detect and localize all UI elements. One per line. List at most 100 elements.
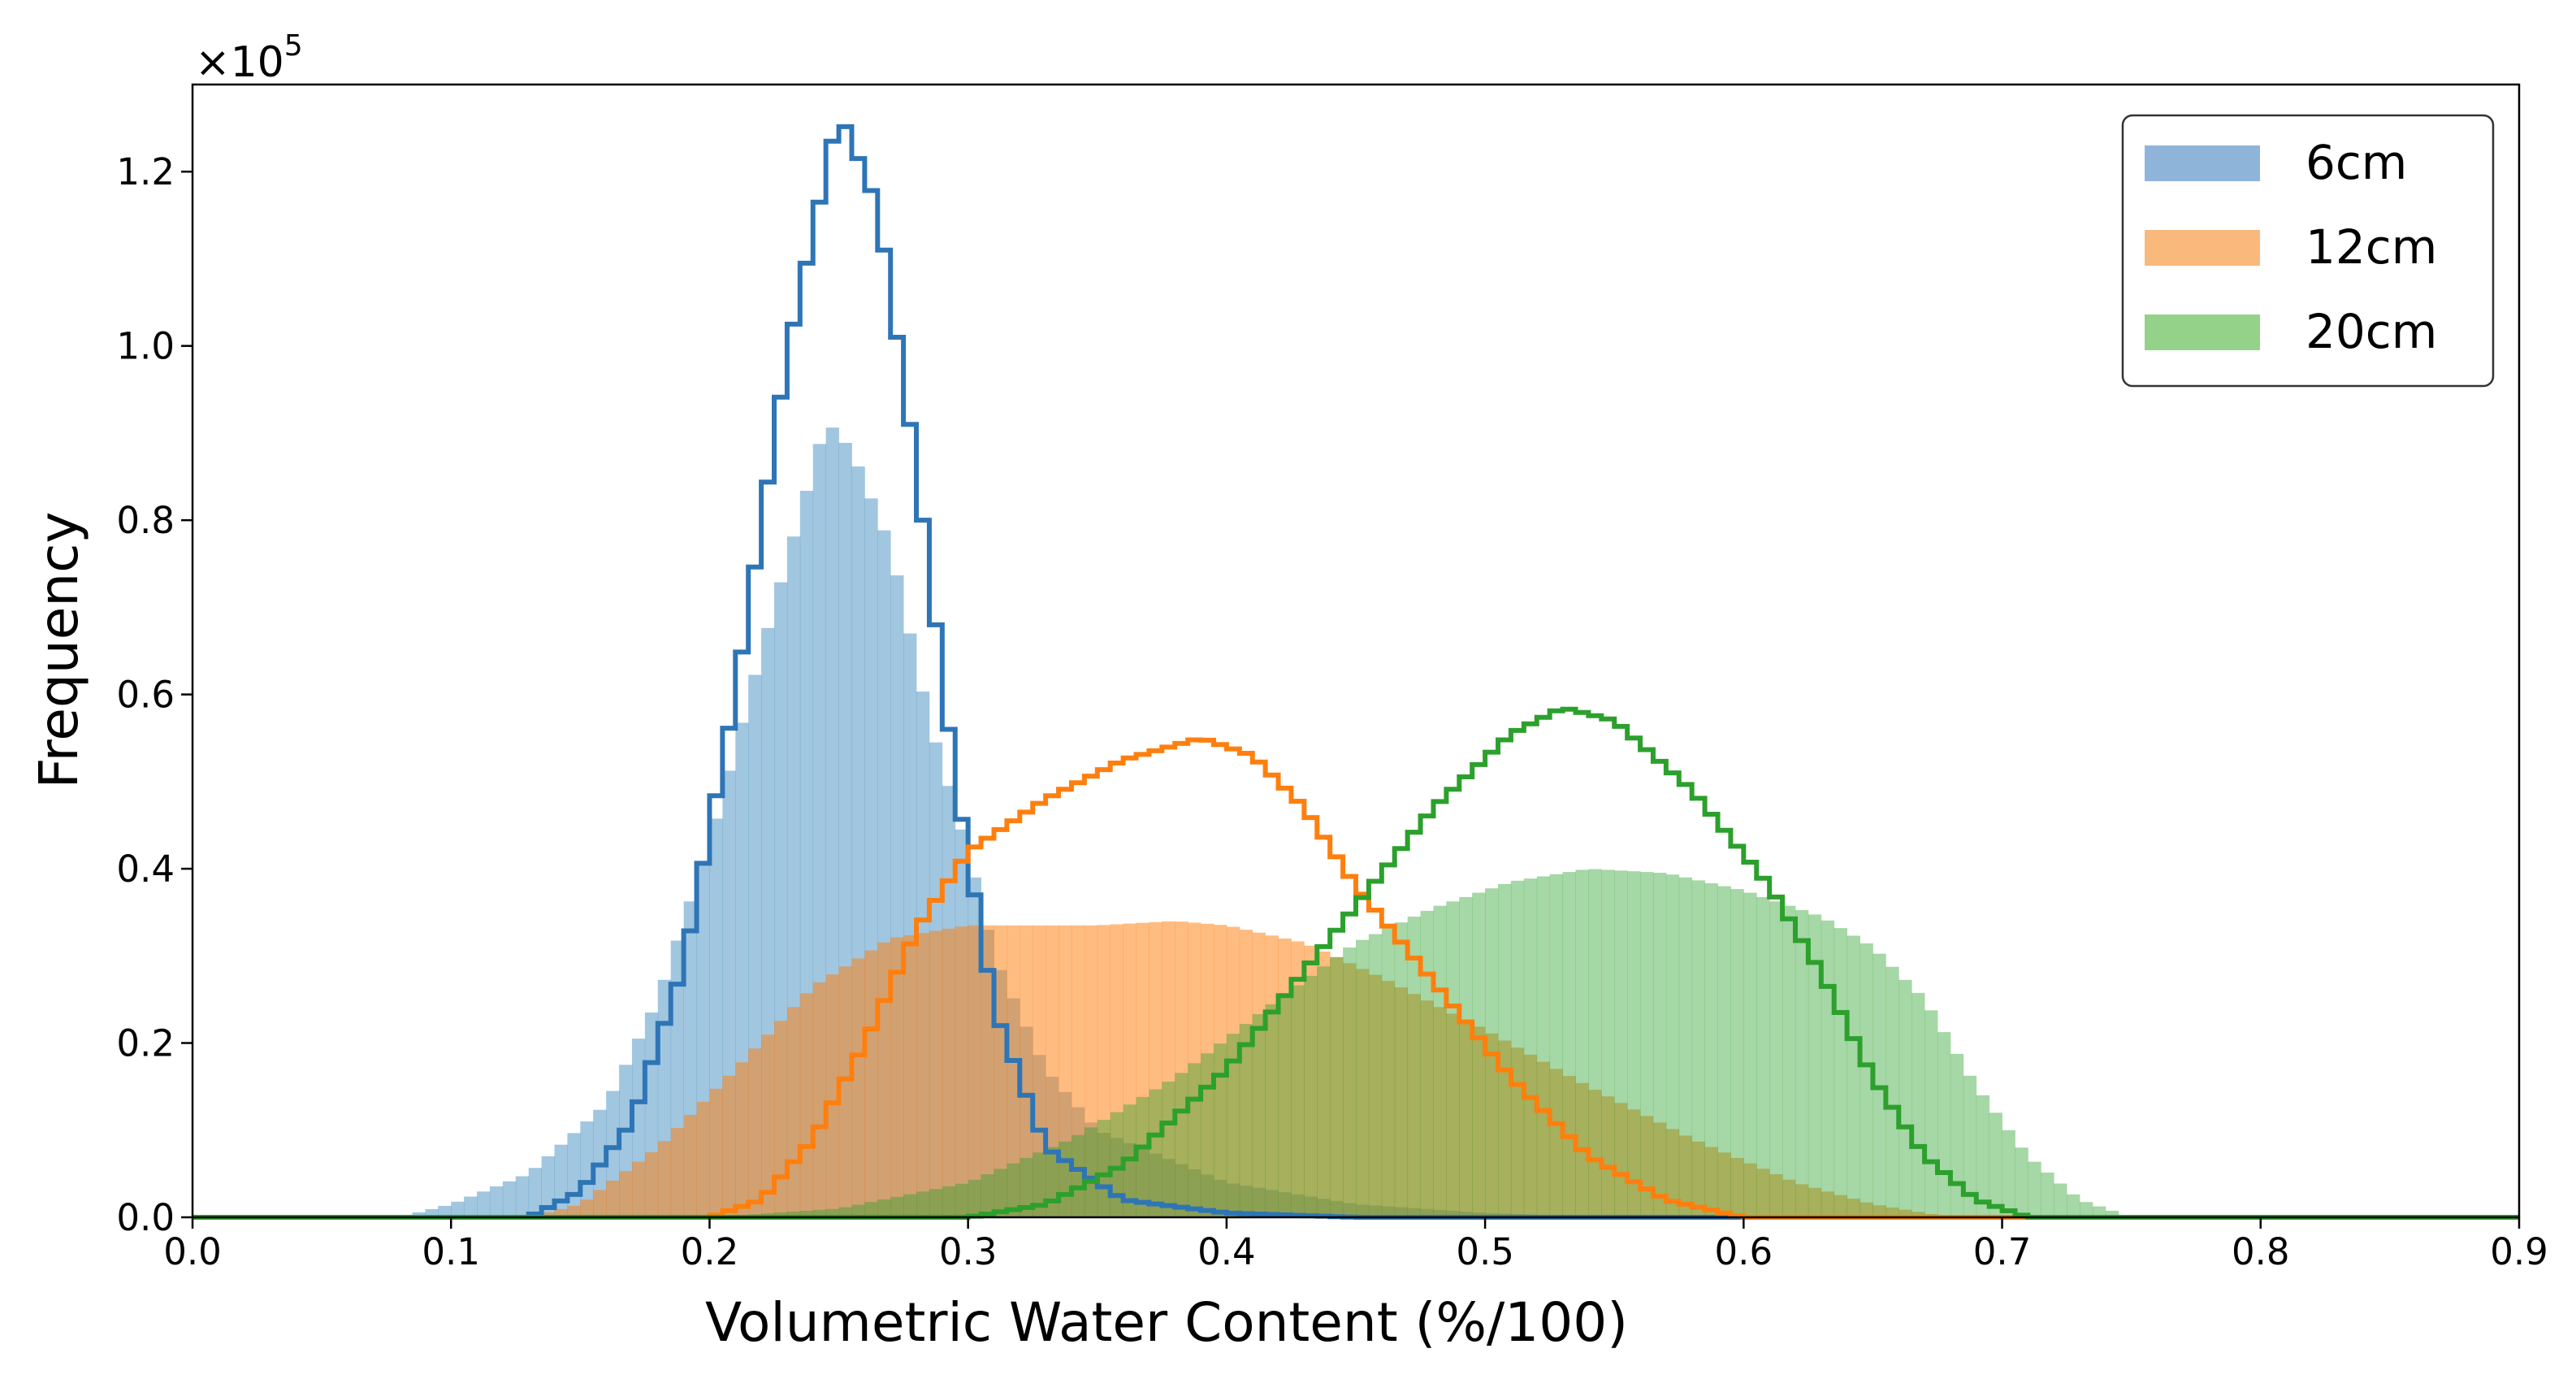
bar-20cm <box>1213 1043 1227 1217</box>
bar-20cm <box>1291 985 1305 1217</box>
bar-20cm <box>2092 1206 2106 1217</box>
y-scale-label: ×105 <box>195 29 303 87</box>
bar-6cm <box>425 1208 439 1217</box>
bar-6cm <box>438 1205 452 1217</box>
legend: 6cm 12cm 20cm <box>2121 114 2495 388</box>
bar-20cm <box>1433 905 1447 1217</box>
bar-12cm <box>722 1075 736 1217</box>
bar-6cm <box>464 1196 478 1217</box>
bar-12cm <box>1136 922 1149 1217</box>
bar-20cm <box>916 1191 930 1217</box>
bar-12cm <box>1808 1187 1822 1217</box>
bar-12cm <box>1110 924 1123 1217</box>
bar-12cm <box>851 958 865 1217</box>
bar-20cm <box>1188 1063 1201 1217</box>
bar-12cm <box>761 1034 775 1217</box>
bar-20cm <box>1239 1024 1253 1217</box>
bar-12cm <box>1588 1090 1602 1217</box>
bar-6cm <box>451 1201 465 1217</box>
bar-20cm <box>1343 948 1357 1217</box>
bar-20cm <box>1911 992 1925 1217</box>
bar-12cm <box>825 974 839 1217</box>
bar-20cm <box>1795 910 1809 1217</box>
bar-12cm <box>1278 938 1292 1217</box>
y-tick-label: 0.0 <box>116 1196 175 1239</box>
bar-20cm <box>1330 956 1344 1217</box>
bar-20cm <box>968 1179 981 1217</box>
legend-swatch-6cm <box>2145 145 2260 181</box>
bar-12cm <box>1368 974 1383 1217</box>
bar-12cm <box>903 935 917 1217</box>
bar-12cm <box>1601 1096 1615 1217</box>
bar-12cm <box>968 925 981 1217</box>
bar-12cm <box>1239 930 1253 1217</box>
bar-20cm <box>1769 901 1783 1217</box>
bar-20cm <box>1201 1053 1214 1217</box>
bar-12cm <box>1562 1076 1576 1217</box>
bar-12cm <box>916 933 930 1217</box>
bar-20cm <box>1652 872 1667 1217</box>
bar-12cm <box>1652 1122 1667 1217</box>
bar-6cm <box>580 1121 594 1217</box>
bar-20cm <box>2002 1130 2015 1217</box>
legend-swatch-12cm <box>2145 230 2260 266</box>
y-tick-label: 0.4 <box>116 848 175 891</box>
x-tick-label: 0.8 <box>2232 1230 2290 1273</box>
x-tick-label: 0.1 <box>422 1230 480 1273</box>
x-tick-label: 0.0 <box>163 1230 222 1273</box>
bar-20cm <box>2080 1202 2093 1217</box>
bar-20cm <box>838 1207 852 1217</box>
x-tick-label: 0.3 <box>939 1230 998 1273</box>
bar-12cm <box>1678 1135 1693 1217</box>
bar-12cm <box>657 1141 672 1217</box>
bar-12cm <box>1536 1061 1551 1217</box>
filled-histograms <box>399 427 2132 1217</box>
bar-12cm <box>864 950 878 1217</box>
bar-6cm <box>477 1191 491 1217</box>
bar-20cm <box>799 1210 814 1217</box>
bar-20cm <box>2054 1183 2067 1217</box>
bar-20cm <box>1498 883 1512 1217</box>
bar-12cm <box>1356 969 1370 1217</box>
bar-20cm <box>1808 914 1822 1217</box>
bar-20cm <box>1278 995 1292 1217</box>
bar-20cm <box>1459 896 1473 1217</box>
bar-20cm <box>1562 872 1576 1217</box>
bar-12cm <box>1149 921 1162 1217</box>
bar-6cm <box>412 1212 426 1217</box>
bar-20cm <box>1937 1032 1951 1217</box>
bar-20cm <box>1627 871 1641 1217</box>
plot-area <box>191 83 2521 1220</box>
bar-20cm <box>1640 872 1654 1217</box>
bar-12cm <box>1459 1020 1473 1217</box>
bar-12cm <box>1252 932 1266 1217</box>
bar-6cm <box>528 1168 542 1217</box>
bar-12cm <box>1188 922 1201 1217</box>
bar-12cm <box>1201 923 1214 1217</box>
bar-6cm <box>489 1186 504 1217</box>
bar-12cm <box>567 1205 581 1217</box>
bar-12cm <box>1381 981 1396 1217</box>
bar-12cm <box>1213 925 1227 1217</box>
bar-12cm <box>554 1208 568 1217</box>
bar-20cm <box>1743 892 1757 1217</box>
bar-20cm <box>1821 920 1835 1217</box>
bar-20cm <box>1614 870 1628 1217</box>
bar-12cm <box>1498 1040 1512 1217</box>
bar-20cm <box>1834 928 1848 1217</box>
bar-12cm <box>1730 1157 1744 1217</box>
bar-20cm <box>812 1209 827 1217</box>
x-tick-label: 0.2 <box>681 1230 739 1273</box>
bar-12cm <box>619 1171 633 1217</box>
y-tick-label: 1.0 <box>116 325 175 368</box>
bar-12cm <box>1020 925 1033 1217</box>
x-tick-label: 0.6 <box>1715 1230 1773 1273</box>
bar-20cm <box>2105 1210 2119 1217</box>
legend-item-12cm: 12cm <box>2145 219 2437 275</box>
y-tick-label: 0.2 <box>116 1022 175 1065</box>
bar-6cm <box>515 1176 530 1217</box>
bar-12cm <box>606 1180 620 1217</box>
bar-20cm <box>825 1208 839 1217</box>
bar-20cm <box>1756 896 1770 1217</box>
bar-12cm <box>1407 994 1421 1217</box>
